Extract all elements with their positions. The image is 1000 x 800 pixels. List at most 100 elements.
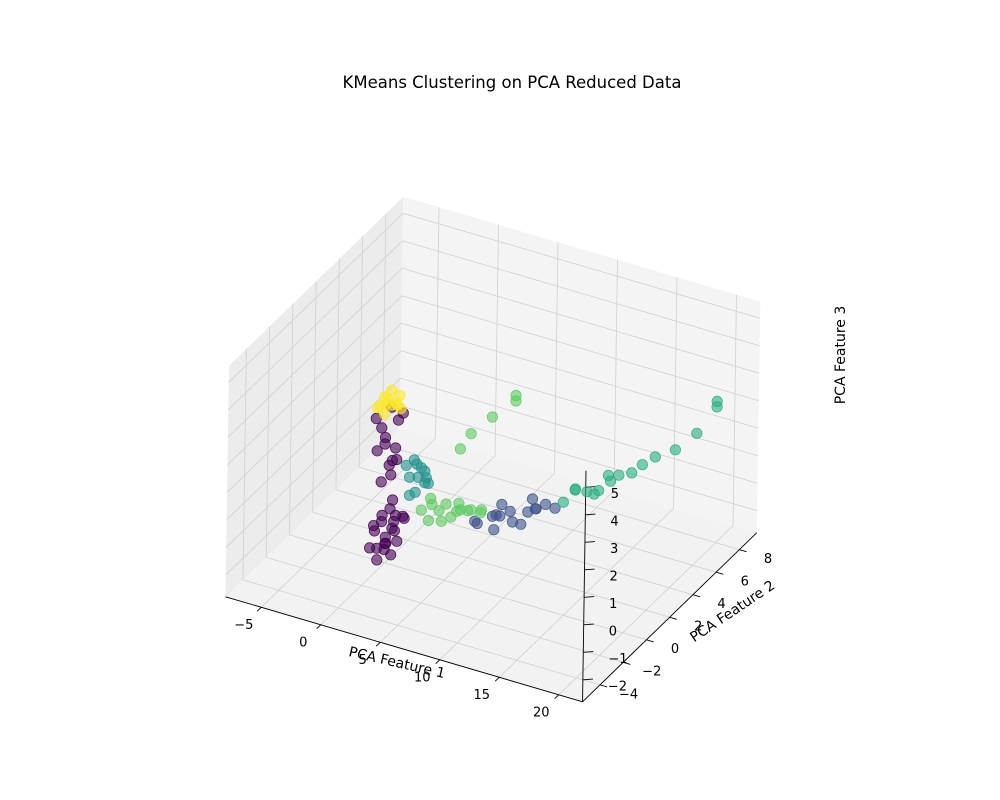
x-tick-mark <box>256 606 262 612</box>
grid-line-y-left <box>265 326 271 558</box>
y-tick-mark <box>716 571 724 575</box>
grid-line-y-floor <box>335 489 694 596</box>
grid-line-z-back <box>401 295 759 402</box>
x-tick-mark <box>494 676 500 682</box>
grid-line-x-back <box>673 277 678 509</box>
scatter-point-cluster-1 <box>529 503 541 515</box>
z-tick-mark <box>584 541 595 543</box>
scatter-point-cluster-4 <box>415 504 427 516</box>
scatter-point-cluster-4 <box>454 443 466 455</box>
grid-line-z-back <box>402 240 760 347</box>
scatter-point-cluster-1 <box>539 498 552 510</box>
scatter-point-cluster-3 <box>669 444 682 456</box>
scatter-point-cluster-2 <box>400 459 412 471</box>
y-tick-label: 2 <box>694 620 702 635</box>
grid-line-x-back <box>613 259 618 491</box>
scatter-point-cluster-3 <box>613 469 625 481</box>
scatter-point-cluster-2 <box>411 458 423 470</box>
scatter-point-cluster-5 <box>382 393 394 405</box>
scatter-point-cluster-0 <box>375 476 387 488</box>
scatter-point-cluster-0 <box>368 525 380 537</box>
scatter-point-cluster-4 <box>474 507 487 519</box>
z-tick-mark <box>584 596 595 598</box>
grid-line-y-left <box>335 258 340 490</box>
scatter-point-cluster-0 <box>386 454 398 467</box>
x-tick-label: 5 <box>359 653 367 668</box>
scatter-point-cluster-4 <box>453 497 465 509</box>
scatter-points <box>363 384 723 566</box>
z-tick-label: −1 <box>608 652 627 667</box>
grid-line-z-left <box>225 405 401 576</box>
scatter-point-cluster-4 <box>486 411 498 423</box>
x-tick-label: 0 <box>299 636 307 651</box>
scatter-point-cluster-4 <box>435 515 447 527</box>
z-tick-mark <box>582 678 593 681</box>
scatter-point-cluster-3 <box>588 488 600 500</box>
scatter-point-cluster-4 <box>465 428 477 440</box>
scatter-point-cluster-0 <box>371 445 383 457</box>
y-tick-mark <box>669 616 677 620</box>
grid-line-y-left <box>358 236 364 468</box>
scatter-point-cluster-1 <box>471 517 483 530</box>
grid-line-y-left <box>312 281 317 513</box>
scatter-point-cluster-0 <box>389 442 402 454</box>
x-tick-mark <box>435 659 441 665</box>
scatter-point-cluster-3 <box>711 395 723 407</box>
chart-title: KMeans Clustering on PCA Reduced Data <box>343 73 682 92</box>
scatter-point-cluster-0 <box>376 509 388 522</box>
x-tick-mark <box>375 641 381 647</box>
x-tick-label: 15 <box>474 688 491 703</box>
grid-line-y-floor <box>242 579 601 686</box>
grid-line-z-left <box>227 295 403 466</box>
x-tick-label: 20 <box>533 706 550 721</box>
scatter-point-cluster-0 <box>371 554 383 566</box>
scatter-point-cluster-1 <box>504 505 516 517</box>
scatter-point-cluster-4 <box>433 505 445 517</box>
z-axis-ticks: −2 −1 0 1 2 3 4 5 <box>582 486 627 694</box>
x-axis-line <box>225 596 583 703</box>
z-axis-line <box>582 470 587 702</box>
z-tick-label: 1 <box>609 597 617 612</box>
y-tick-label: −4 <box>619 687 638 702</box>
scatter-point-cluster-3 <box>557 496 569 508</box>
scatter-point-cluster-3 <box>626 467 638 479</box>
y-tick-label: 8 <box>764 552 772 567</box>
grid-line-y-floor <box>266 556 624 663</box>
scatter-point-cluster-1 <box>494 510 506 522</box>
scatter-point-cluster-4 <box>440 498 452 510</box>
scatter-point-cluster-0 <box>376 422 388 434</box>
z-tick-mark <box>583 651 594 653</box>
grid-line-x-back <box>554 242 559 474</box>
scatter-point-cluster-1 <box>515 518 527 530</box>
scatter-point-cluster-3 <box>602 469 615 481</box>
y-tick-label: 0 <box>671 642 679 657</box>
z-tick-label: 4 <box>610 514 618 529</box>
z-axis-label: PCA Feature 3 <box>833 306 849 405</box>
scatter-point-cluster-1 <box>549 502 561 514</box>
grid-line-x-back <box>732 294 737 526</box>
x-axis-ticks: −5 0 5 10 15 20 <box>234 606 560 721</box>
grid-line-z-left <box>227 267 403 438</box>
z-tick-mark <box>585 513 596 516</box>
grid-line-x-back <box>435 207 440 439</box>
z-tick-label: 2 <box>610 569 618 584</box>
scatter-point-cluster-0 <box>363 542 376 554</box>
y-tick-label: 6 <box>741 575 749 590</box>
scatter-point-cluster-3 <box>636 459 649 471</box>
scatter-point-cluster-1 <box>488 524 500 536</box>
scatter-point-cluster-3 <box>649 451 661 463</box>
grid-line-z-left <box>226 322 402 493</box>
z-tick-label: 5 <box>611 487 619 502</box>
x-tick-mark <box>554 694 560 700</box>
z-tick-mark <box>584 568 595 571</box>
scatter-point-cluster-4 <box>422 514 434 527</box>
grid-line-z-back <box>402 267 760 374</box>
grid-line-y-floor <box>359 466 717 573</box>
z-tick-label: 0 <box>609 624 617 639</box>
scatter-point-cluster-1 <box>496 498 508 511</box>
grid-line-z-left <box>226 350 402 521</box>
z-tick-label: −2 <box>608 679 627 694</box>
scatter-point-cluster-2 <box>412 471 424 483</box>
